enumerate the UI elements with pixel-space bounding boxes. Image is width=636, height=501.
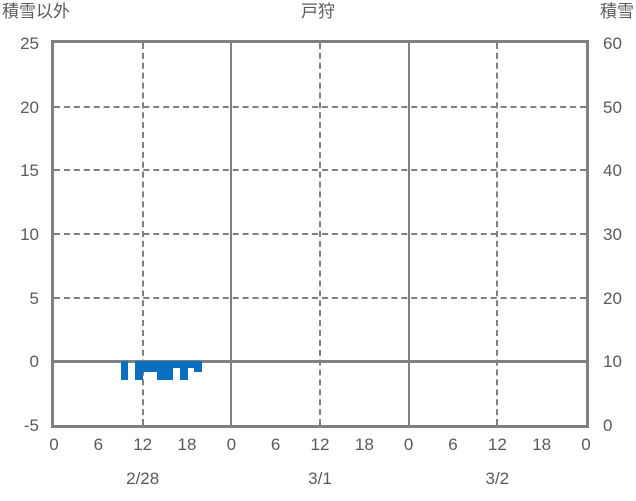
- y-axis-left-tick-label: 15: [20, 161, 39, 181]
- x-axis-day-label: 3/1: [308, 469, 332, 488]
- y-axis-left-tick-label: 5: [29, 288, 39, 308]
- y-axis-right-tick-label: 60: [603, 34, 622, 53]
- x-axis-tick-label: 12: [133, 435, 153, 454]
- x-axis-tick-label: 0: [226, 435, 237, 454]
- x-axis-tick-label: 0: [49, 435, 59, 454]
- x-axis-tick-label: 18: [354, 435, 374, 454]
- x-axis-tick-label: 0: [403, 435, 414, 454]
- x-axis-tick-label: 12: [487, 435, 507, 454]
- gridline-day-boundary: [407, 43, 410, 425]
- y-axis-right-tick-label: 10: [603, 352, 622, 372]
- y-axis-right-tick-label: 50: [603, 97, 622, 117]
- bar: [135, 361, 144, 381]
- x-axis-day-label: 2/28: [126, 469, 160, 488]
- bar: [142, 361, 151, 372]
- x-axis-day-label: 3/2: [485, 469, 510, 488]
- right-axis-title: 積雪: [600, 2, 634, 21]
- bar: [120, 361, 129, 381]
- y-axis-left-tick-label: 0: [29, 352, 39, 372]
- bar: [172, 361, 181, 368]
- x-axis-tick-label: 12: [310, 435, 330, 454]
- gridline-vertical: [496, 43, 499, 425]
- y-axis-left-tick-label: 10: [20, 225, 39, 244]
- x-axis-tick-label: 6: [448, 435, 458, 454]
- bar: [150, 361, 159, 372]
- y-axis-left-tick-label: -5: [23, 416, 39, 435]
- gridline-day-boundary: [230, 43, 233, 425]
- bar: [157, 361, 166, 381]
- y-axis-left-tick-label: 20: [20, 97, 39, 117]
- plot-area: [51, 40, 589, 428]
- page-title: 戸狩: [301, 2, 335, 21]
- y-axis-right-tick-label: 0: [603, 416, 613, 435]
- x-axis-tick-label: 6: [270, 435, 281, 454]
- y-axis-right-tick-label: 20: [603, 288, 622, 308]
- gridline-vertical: [319, 43, 321, 425]
- bar: [179, 361, 188, 381]
- y-axis-right-tick-label: 40: [603, 161, 622, 181]
- left-axis-title: 積雪以外: [2, 2, 70, 21]
- bar: [194, 361, 203, 372]
- plot-inner: [54, 43, 586, 425]
- gridline-vertical: [141, 43, 144, 425]
- x-axis-tick-label: 6: [93, 435, 104, 454]
- x-axis-tick-label: 18: [532, 435, 552, 454]
- x-axis-tick-label: 18: [177, 435, 197, 454]
- bar: [164, 361, 173, 381]
- bar: [187, 361, 195, 368]
- y-axis-right-tick-label: 30: [603, 225, 622, 244]
- x-axis-tick-label: 0: [581, 435, 591, 454]
- y-axis-left-tick-label: 25: [20, 34, 39, 53]
